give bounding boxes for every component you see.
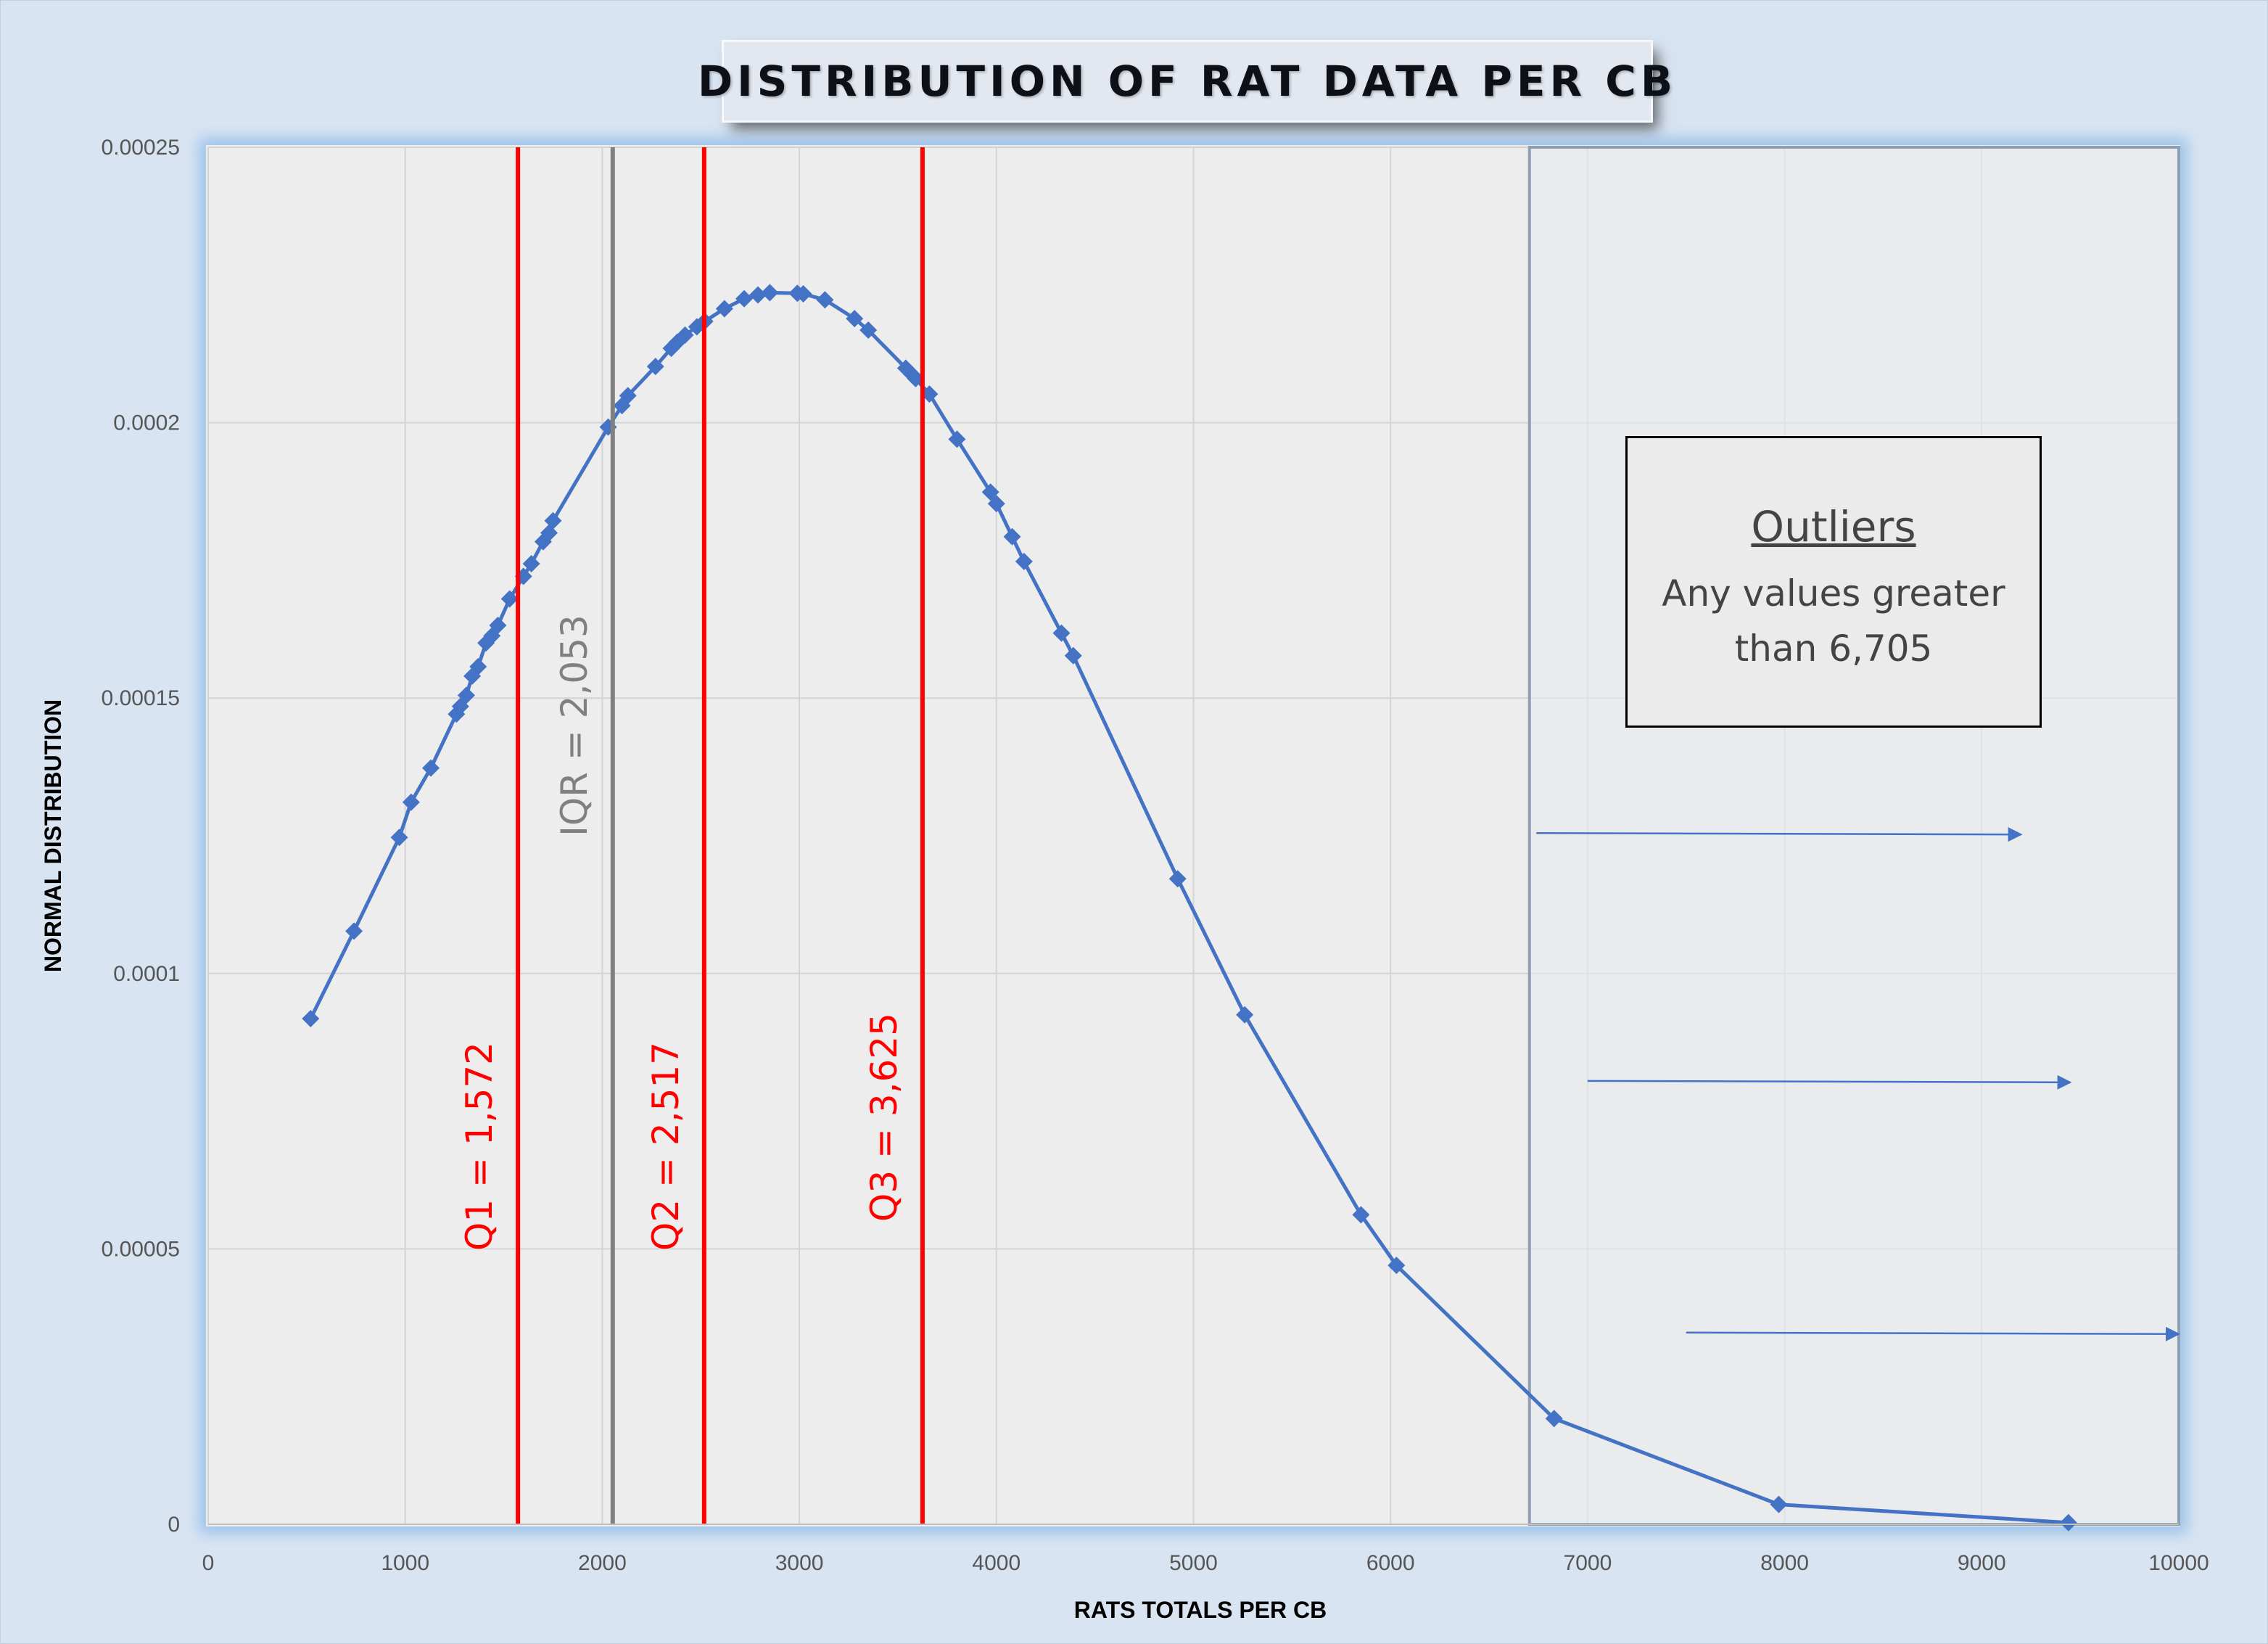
data-point xyxy=(1052,624,1071,642)
outliers-description: Any values greater than 6,705 xyxy=(1662,572,2005,670)
quartile-label: IQR = 2,053 xyxy=(553,615,595,837)
x-tick-label: 2000 xyxy=(578,1551,627,1575)
data-point xyxy=(500,590,519,608)
data-point xyxy=(402,793,420,811)
quartile-lines: Q1 = 1,572 IQR = 2,053 Q2 = 2,517 Q3 = 3,62… xyxy=(458,147,925,1524)
outlier-region-rect xyxy=(1527,146,2181,1526)
data-point xyxy=(761,284,779,302)
y-tick-label: 0.00005 xyxy=(102,1237,180,1261)
data-point xyxy=(619,387,637,405)
quartile-label: Q2 = 2,517 xyxy=(645,1042,687,1251)
y-tick-label: 0.00015 xyxy=(102,686,180,710)
data-point xyxy=(302,1010,320,1028)
data-point xyxy=(2059,1513,2077,1532)
data-point xyxy=(816,291,834,309)
y-axis-title: NORMAL DISTRIBUTION xyxy=(40,699,66,972)
data-point xyxy=(794,284,812,303)
quartile-label: Q3 = 3,625 xyxy=(863,1013,905,1222)
data-point xyxy=(1387,1257,1406,1275)
x-tick-label: 6000 xyxy=(1366,1551,1415,1575)
data-point xyxy=(715,300,733,318)
x-tick-label: 4000 xyxy=(972,1551,1020,1575)
y-tick-label: 0.0002 xyxy=(113,411,180,435)
data-point xyxy=(1003,527,1021,546)
x-tick-label: 10000 xyxy=(2148,1551,2209,1575)
data-point xyxy=(1015,552,1033,570)
data-point xyxy=(1236,1006,1254,1024)
outlier-arrow xyxy=(1587,1074,2072,1090)
data-point xyxy=(1168,870,1187,888)
data-point xyxy=(457,686,475,704)
data-point xyxy=(859,321,878,340)
outlier-arrow xyxy=(1686,1326,2180,1341)
x-tick-label: 8000 xyxy=(1760,1551,1809,1575)
axes: 0 1000 2000 3000 4000 5000 6000 7000 8000 9000 100… xyxy=(102,136,2209,1575)
data-point xyxy=(676,326,694,344)
data-point xyxy=(1770,1495,1788,1513)
outlier-arrow xyxy=(1536,827,2023,842)
x-tick-label: 3000 xyxy=(775,1551,824,1575)
data-point xyxy=(987,495,1005,513)
data-point xyxy=(920,385,939,403)
data-point xyxy=(544,511,562,530)
y-tick-label: 0 xyxy=(168,1513,180,1537)
y-tick-label: 0.00025 xyxy=(102,136,180,160)
data-point xyxy=(1064,646,1082,665)
x-tick-label: 1000 xyxy=(381,1551,429,1575)
x-tick-label: 0 xyxy=(202,1551,215,1575)
data-point xyxy=(749,286,767,304)
data-point xyxy=(345,922,363,940)
quartile-label: Q1 = 1,572 xyxy=(458,1042,500,1251)
y-tick-label: 0.0001 xyxy=(113,962,180,986)
data-point xyxy=(469,657,487,675)
data-point xyxy=(489,616,507,634)
data-point xyxy=(948,430,966,448)
x-axis-title: RATS TOTALS PER CB xyxy=(1074,1597,1327,1623)
data-point xyxy=(981,483,999,501)
x-tick-label: 7000 xyxy=(1564,1551,1612,1575)
data-point xyxy=(735,289,754,308)
data-point xyxy=(522,554,540,572)
chart-title: DISTRIBUTION OF RAT DATA PER CB xyxy=(697,57,1678,106)
data-point xyxy=(390,829,408,847)
data-point xyxy=(846,310,864,328)
data-point xyxy=(646,358,664,376)
data-point xyxy=(1545,1410,1563,1428)
data-point xyxy=(907,369,925,387)
outliers-annotation: Outliers Any values greater than 6,705 xyxy=(1625,436,2042,728)
x-tick-label: 5000 xyxy=(1169,1551,1218,1575)
outliers-title: Outliers xyxy=(1751,502,1916,551)
x-tick-label: 9000 xyxy=(1958,1551,2006,1575)
data-point xyxy=(1352,1206,1370,1224)
outlier-arrows xyxy=(1536,827,2180,1341)
outlier-region xyxy=(1527,146,2181,1526)
data-point xyxy=(422,759,440,777)
chart-title-box: DISTRIBUTION OF RAT DATA PER CB xyxy=(698,42,1673,120)
